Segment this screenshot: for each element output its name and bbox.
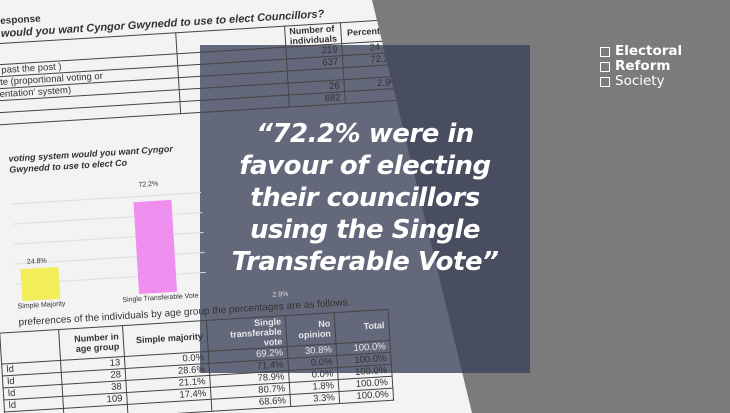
header-total: Total — [334, 309, 390, 344]
logo-word: Society — [615, 73, 665, 89]
bar-label-stv: Single Transferable Vote — [122, 292, 199, 305]
square-icon — [600, 46, 610, 57]
quote-line: using the Single — [250, 215, 481, 245]
bar-value-simple-majority: 24.8% — [26, 257, 48, 266]
bar-label-simple-majority: Simple Majority — [17, 300, 66, 311]
quote-line: Transferable Vote” — [231, 247, 499, 277]
logo-word: Reform — [615, 58, 671, 74]
header-stv: Single transferable vote — [206, 315, 288, 352]
header-no-opinion: No opinion — [285, 312, 337, 347]
bar-stv — [133, 199, 178, 295]
quote-panel — [200, 45, 530, 373]
header-number: Number of individuals — [284, 22, 342, 48]
bar-value-no-opinion: 2.9% — [272, 290, 289, 299]
electoral-reform-society-logo: Electoral Reform Society — [600, 44, 682, 89]
quote-line: favour of electing — [239, 151, 491, 181]
bar-value-stv: 72.2% — [138, 180, 159, 189]
quote-text: “72.2% were in favour of electing their … — [200, 118, 530, 278]
logo-word: Electoral — [615, 43, 683, 59]
quote-line: “72.2% were in — [256, 119, 474, 149]
header-number-in-age-group: Number in age group — [58, 325, 125, 361]
bar-simple-majority — [20, 266, 61, 302]
square-icon — [600, 76, 610, 87]
quote-line: their councillors — [250, 183, 480, 213]
square-icon — [600, 61, 610, 72]
header-percentage: Percentage — [340, 19, 401, 44]
question-2: voting system would you want Cyngor Gwyn… — [8, 143, 174, 175]
header-simple-majority: Simple majority — [122, 320, 209, 357]
